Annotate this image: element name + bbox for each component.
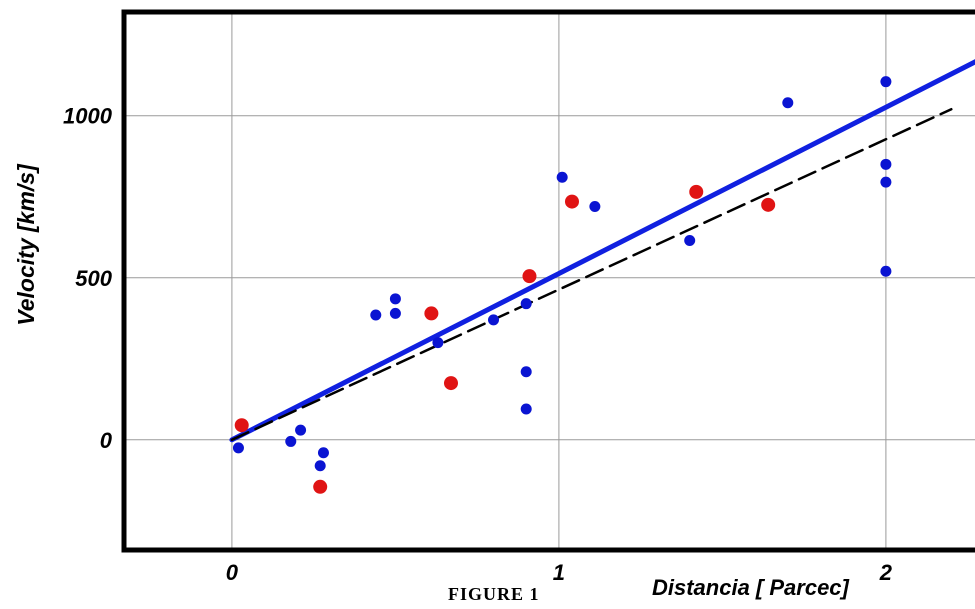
data-point-0-4: [314, 460, 326, 472]
y-axis-label: Velocity [km/s]: [13, 163, 39, 326]
data-point-0-1: [285, 435, 297, 447]
data-point-0-2: [295, 424, 307, 436]
data-point-0-10: [520, 298, 532, 310]
data-point-0-12: [520, 403, 532, 415]
y-tick-label-0: 0: [100, 428, 113, 453]
data-point-0-17: [880, 76, 892, 88]
x-axis-label: Distancia [ Parcec]: [652, 575, 850, 600]
data-point-0-15: [684, 234, 696, 246]
data-point-0-7: [389, 293, 401, 305]
y-tick-label-1: 500: [75, 266, 112, 291]
fit-lines: [229, 59, 975, 443]
data-point-0-6: [389, 307, 401, 319]
data-point-0-20: [880, 265, 892, 277]
data-point-0-14: [589, 200, 601, 212]
tick-labels: 0 500 1000 0 1 2: [63, 104, 893, 585]
x-tick-label-2: 2: [879, 560, 893, 585]
y-tick-label-2: 1000: [63, 104, 113, 129]
data-point-1-2: [424, 306, 439, 321]
data-point-0-16: [782, 97, 794, 109]
figure-caption: FIGURE 1: [448, 584, 540, 604]
data-point-1-5: [564, 194, 579, 209]
fit-line-solid: [229, 59, 975, 443]
data-point-1-7: [761, 197, 776, 212]
data-point-0-19: [880, 176, 892, 188]
data-point-0-13: [556, 171, 568, 183]
data-point-0-18: [880, 158, 892, 170]
data-point-0-3: [317, 447, 329, 459]
plot-frame: [121, 9, 975, 553]
data-point-1-0: [234, 418, 249, 433]
fit-line-dashed: [230, 107, 953, 442]
data-point-0-0: [232, 442, 244, 454]
data-point-1-1: [313, 479, 328, 494]
x-tick-label-1: 1: [553, 560, 565, 585]
data-point-0-11: [520, 366, 532, 378]
data-points: [232, 76, 892, 494]
data-point-0-5: [370, 309, 382, 321]
data-point-1-3: [443, 376, 458, 391]
data-point-1-4: [522, 269, 537, 284]
data-point-1-6: [689, 184, 704, 199]
data-point-0-8: [432, 337, 444, 349]
data-point-0-9: [488, 314, 500, 326]
x-tick-label-0: 0: [226, 560, 239, 585]
